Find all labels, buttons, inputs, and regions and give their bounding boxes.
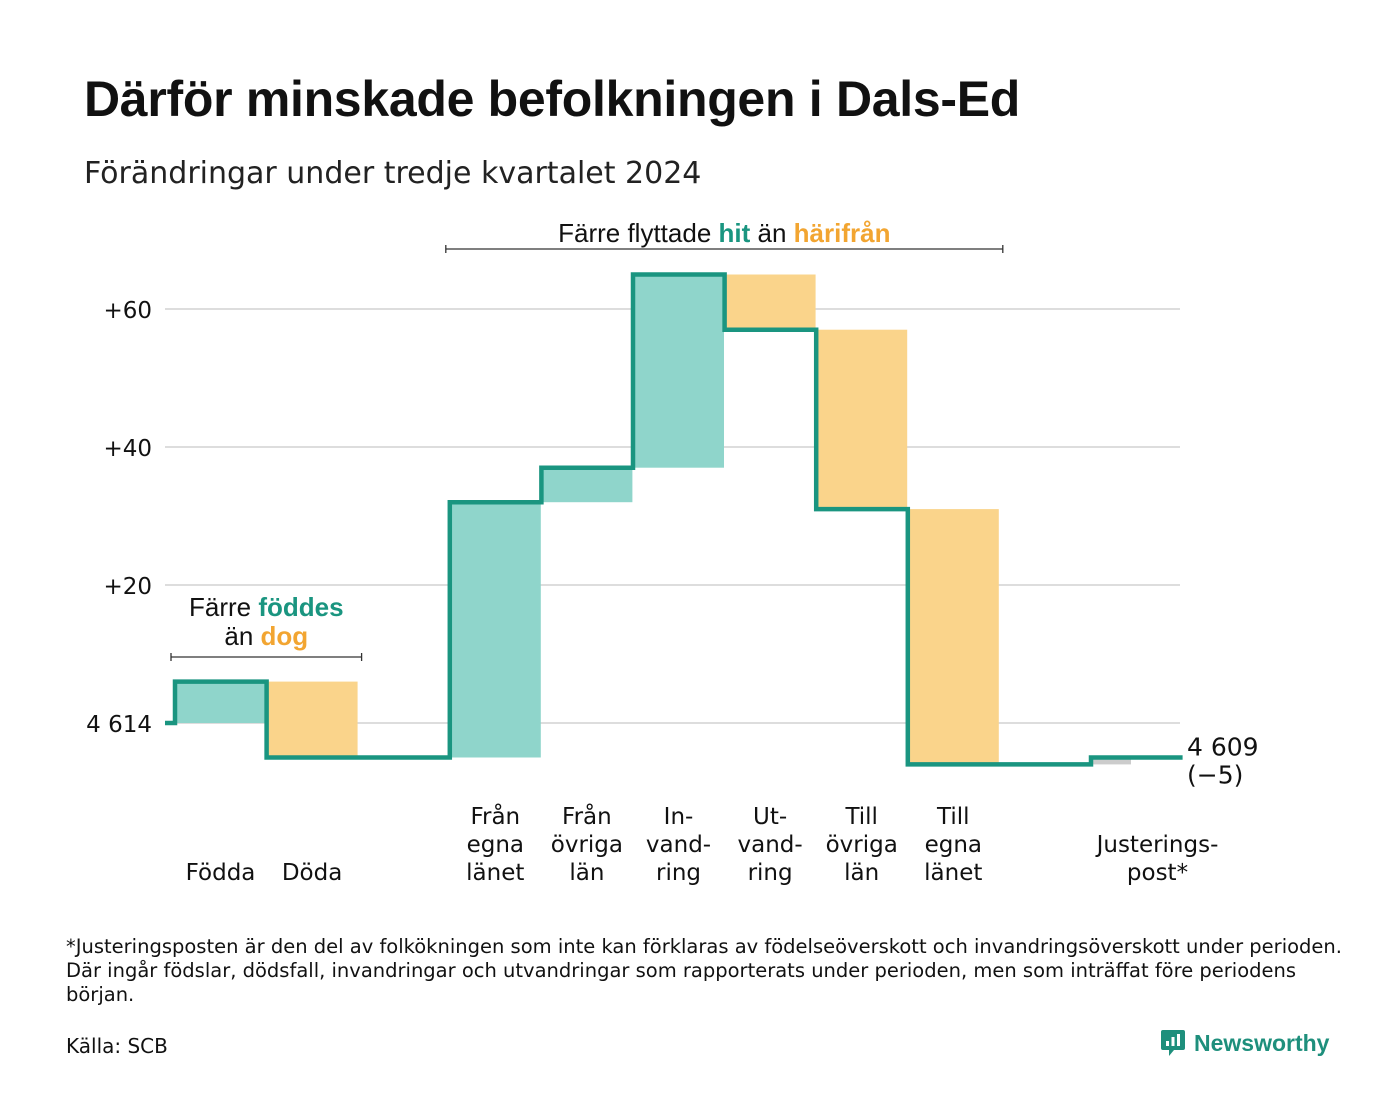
- x-axis-label: Till: [844, 804, 878, 830]
- x-axis-label: vand-: [738, 832, 803, 858]
- annotation-span-plain: Färre: [189, 592, 258, 622]
- annotation-text: Färre flyttade hit än härifrån: [558, 218, 890, 248]
- x-axis-label: Justerings-: [1095, 832, 1219, 858]
- annotation-span-orange: härifrån: [794, 218, 891, 248]
- end-value: 4 609: [1187, 733, 1259, 762]
- x-axis-label: Från: [470, 802, 520, 830]
- running-total-line-path: [165, 272, 1183, 767]
- bar-increase: [633, 274, 724, 468]
- annotation-span-plain: än: [750, 218, 793, 248]
- x-axis-label: vand-: [646, 832, 711, 858]
- x-axis-label: Födda: [186, 860, 256, 886]
- x-axis-label: egna: [467, 832, 524, 858]
- brand-name: Newsworthy: [1194, 1029, 1330, 1056]
- y-tick-label: +20: [103, 574, 152, 600]
- bar-decrease: [266, 681, 358, 758]
- x-axis-label: ring: [656, 860, 701, 886]
- chart-title: Därför minskade befolkningen i Dals-Ed: [84, 71, 1021, 127]
- end-value-label: 4 609(−5): [1187, 733, 1259, 790]
- annotation-text: Färre föddes: [189, 592, 344, 622]
- end-change: (−5): [1187, 761, 1243, 790]
- annotation-span-plain: än: [224, 621, 260, 651]
- x-axis-label: län: [844, 860, 879, 886]
- x-axis-label: län: [569, 860, 604, 886]
- chart-subtitle: Förändringar under tredje kvartalet 2024: [84, 156, 702, 191]
- bar-increase: [541, 467, 633, 503]
- bar-increase: [449, 502, 541, 758]
- bar-decrease: [816, 329, 908, 510]
- footnote: *Justeringsposten är den del av folkökni…: [66, 935, 1342, 1006]
- newsworthy-chart-icon: [1161, 1030, 1185, 1056]
- x-axis-label: Från: [562, 802, 612, 830]
- y-axis-ticks: 4 614 +20 +40 +60: [86, 298, 152, 738]
- x-axis-label: egna: [925, 832, 982, 858]
- x-axis-label: Ut-: [753, 804, 787, 830]
- x-axis-label: post*: [1127, 860, 1188, 886]
- annotation-span-orange: dog: [261, 621, 309, 651]
- running-total-line: [165, 272, 1183, 767]
- x-axis-label: övriga: [826, 832, 898, 858]
- annotation-span-teal: hit: [719, 218, 751, 248]
- x-axis-label: länet: [924, 860, 982, 886]
- bar-decrease: [724, 274, 816, 330]
- x-axis-label: övriga: [551, 832, 623, 858]
- bar-increase: [175, 681, 266, 723]
- x-axis-label: länet: [466, 860, 524, 886]
- brand-logo: Newsworthy: [1160, 1028, 1329, 1058]
- waterfall-chart: 4 614+20+40+60 Födda DödaFrånegnalänetFrå…: [86, 218, 1259, 886]
- bar-adjustment: [1091, 757, 1131, 765]
- y-tick-label: +40: [103, 436, 152, 462]
- source-note: Källa: SCB: [66, 1034, 168, 1058]
- annotation-span-teal: föddes: [258, 592, 343, 622]
- x-axis-label: In-: [664, 804, 694, 830]
- x-axis-label: ring: [748, 860, 793, 886]
- x-axis-label: Till: [936, 804, 970, 830]
- bar-decrease: [907, 509, 999, 765]
- y-tick-label: +60: [103, 298, 152, 324]
- x-axis-label: Döda: [282, 860, 342, 886]
- annotation-span-plain: Färre flyttade: [558, 218, 718, 248]
- bars: [175, 274, 1131, 765]
- x-axis-labels: Födda DödaFrånegnalänetFrånövrigalänIn-va…: [186, 802, 1219, 886]
- annotation-text: än dog: [224, 621, 308, 651]
- y-tick-label: 4 614: [86, 712, 152, 738]
